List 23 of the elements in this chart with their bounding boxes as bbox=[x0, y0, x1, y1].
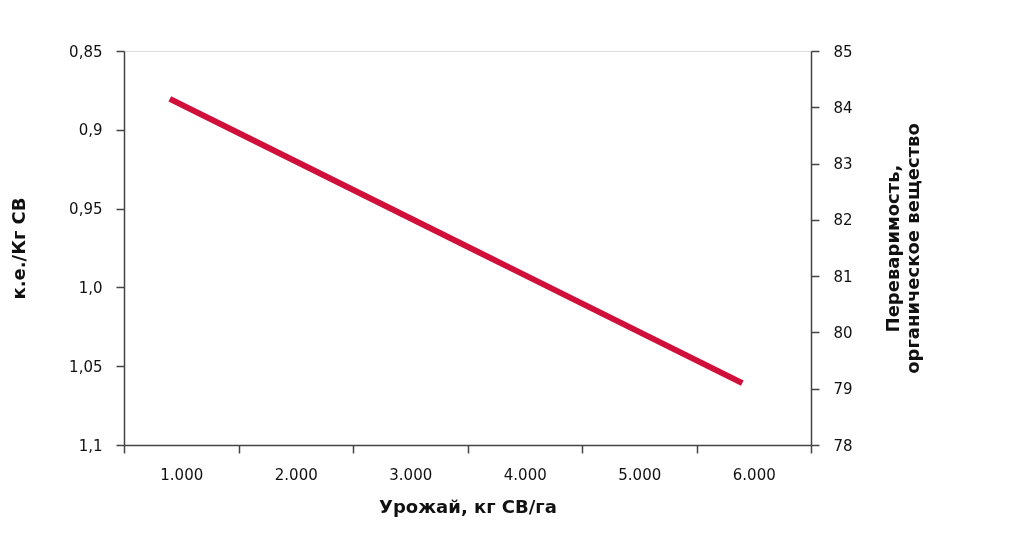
y-axis-title: к.е./Кг СВ bbox=[8, 197, 30, 300]
y2-tick-label: 83 bbox=[833, 155, 853, 174]
y-tick-label: 0,85 bbox=[69, 42, 103, 61]
y-tick-label: 0,9 bbox=[78, 121, 103, 140]
y2-tick-label: 84 bbox=[833, 98, 853, 117]
y2-tick-label: 82 bbox=[833, 211, 853, 230]
x-tick-label: 6.000 bbox=[732, 465, 776, 484]
y2-tick-label: 78 bbox=[833, 436, 853, 455]
x-tick-label: 1.000 bbox=[160, 465, 204, 484]
y-tick-label: 1,0 bbox=[78, 278, 103, 297]
x-tick-label: 2.000 bbox=[274, 465, 318, 484]
y-tick-label: 0,95 bbox=[69, 200, 103, 219]
y2-tick-label: 80 bbox=[833, 323, 853, 342]
y-tick-label: 1,05 bbox=[69, 357, 103, 376]
y-tick-label: 1,1 bbox=[78, 436, 103, 455]
x-tick-label: 4.000 bbox=[503, 465, 547, 484]
y2-axis-title: Переваримость, органическое вещество bbox=[881, 123, 923, 374]
y2-tick-label: 81 bbox=[833, 267, 853, 286]
y2-tick-label: 85 bbox=[833, 42, 853, 61]
x-tick-label: 3.000 bbox=[389, 465, 433, 484]
y2-tick-label: 79 bbox=[833, 380, 853, 399]
x-axis-title: Урожай, кг СВ/га bbox=[379, 495, 557, 517]
x-tick-label: 5.000 bbox=[618, 465, 662, 484]
